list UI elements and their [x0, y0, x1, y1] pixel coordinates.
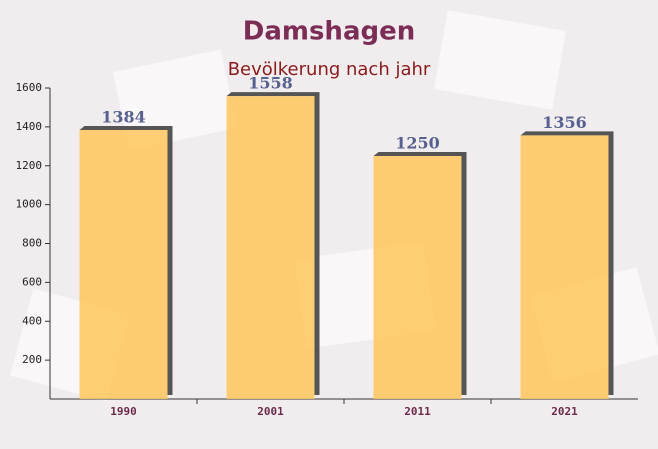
y-tick-label: 1000 [16, 198, 43, 211]
y-tick-label: 200 [22, 353, 42, 366]
y-tick-label: 1600 [16, 81, 43, 94]
x-tick-label: 2001 [257, 405, 284, 418]
value-label: 1356 [542, 113, 587, 132]
value-label: 1384 [101, 107, 146, 126]
bar [373, 156, 462, 399]
bar [79, 129, 168, 400]
x-tick-label: 1990 [110, 405, 137, 418]
y-tick-label: 1400 [16, 120, 43, 133]
y-tick-label: 800 [22, 237, 42, 250]
bar [226, 96, 315, 399]
chart-subtitle: Bevölkerung nach jahr [228, 59, 431, 80]
chart-title: Damshagen [243, 17, 416, 47]
value-label: 1250 [395, 134, 440, 153]
y-tick-label: 400 [22, 314, 42, 327]
value-label: 1558 [248, 74, 293, 93]
x-tick-label: 2011 [404, 405, 431, 418]
y-tick-label: 600 [22, 275, 42, 288]
y-tick-label: 1200 [16, 159, 43, 172]
bar [520, 135, 609, 400]
x-tick-label: 2021 [551, 405, 578, 418]
